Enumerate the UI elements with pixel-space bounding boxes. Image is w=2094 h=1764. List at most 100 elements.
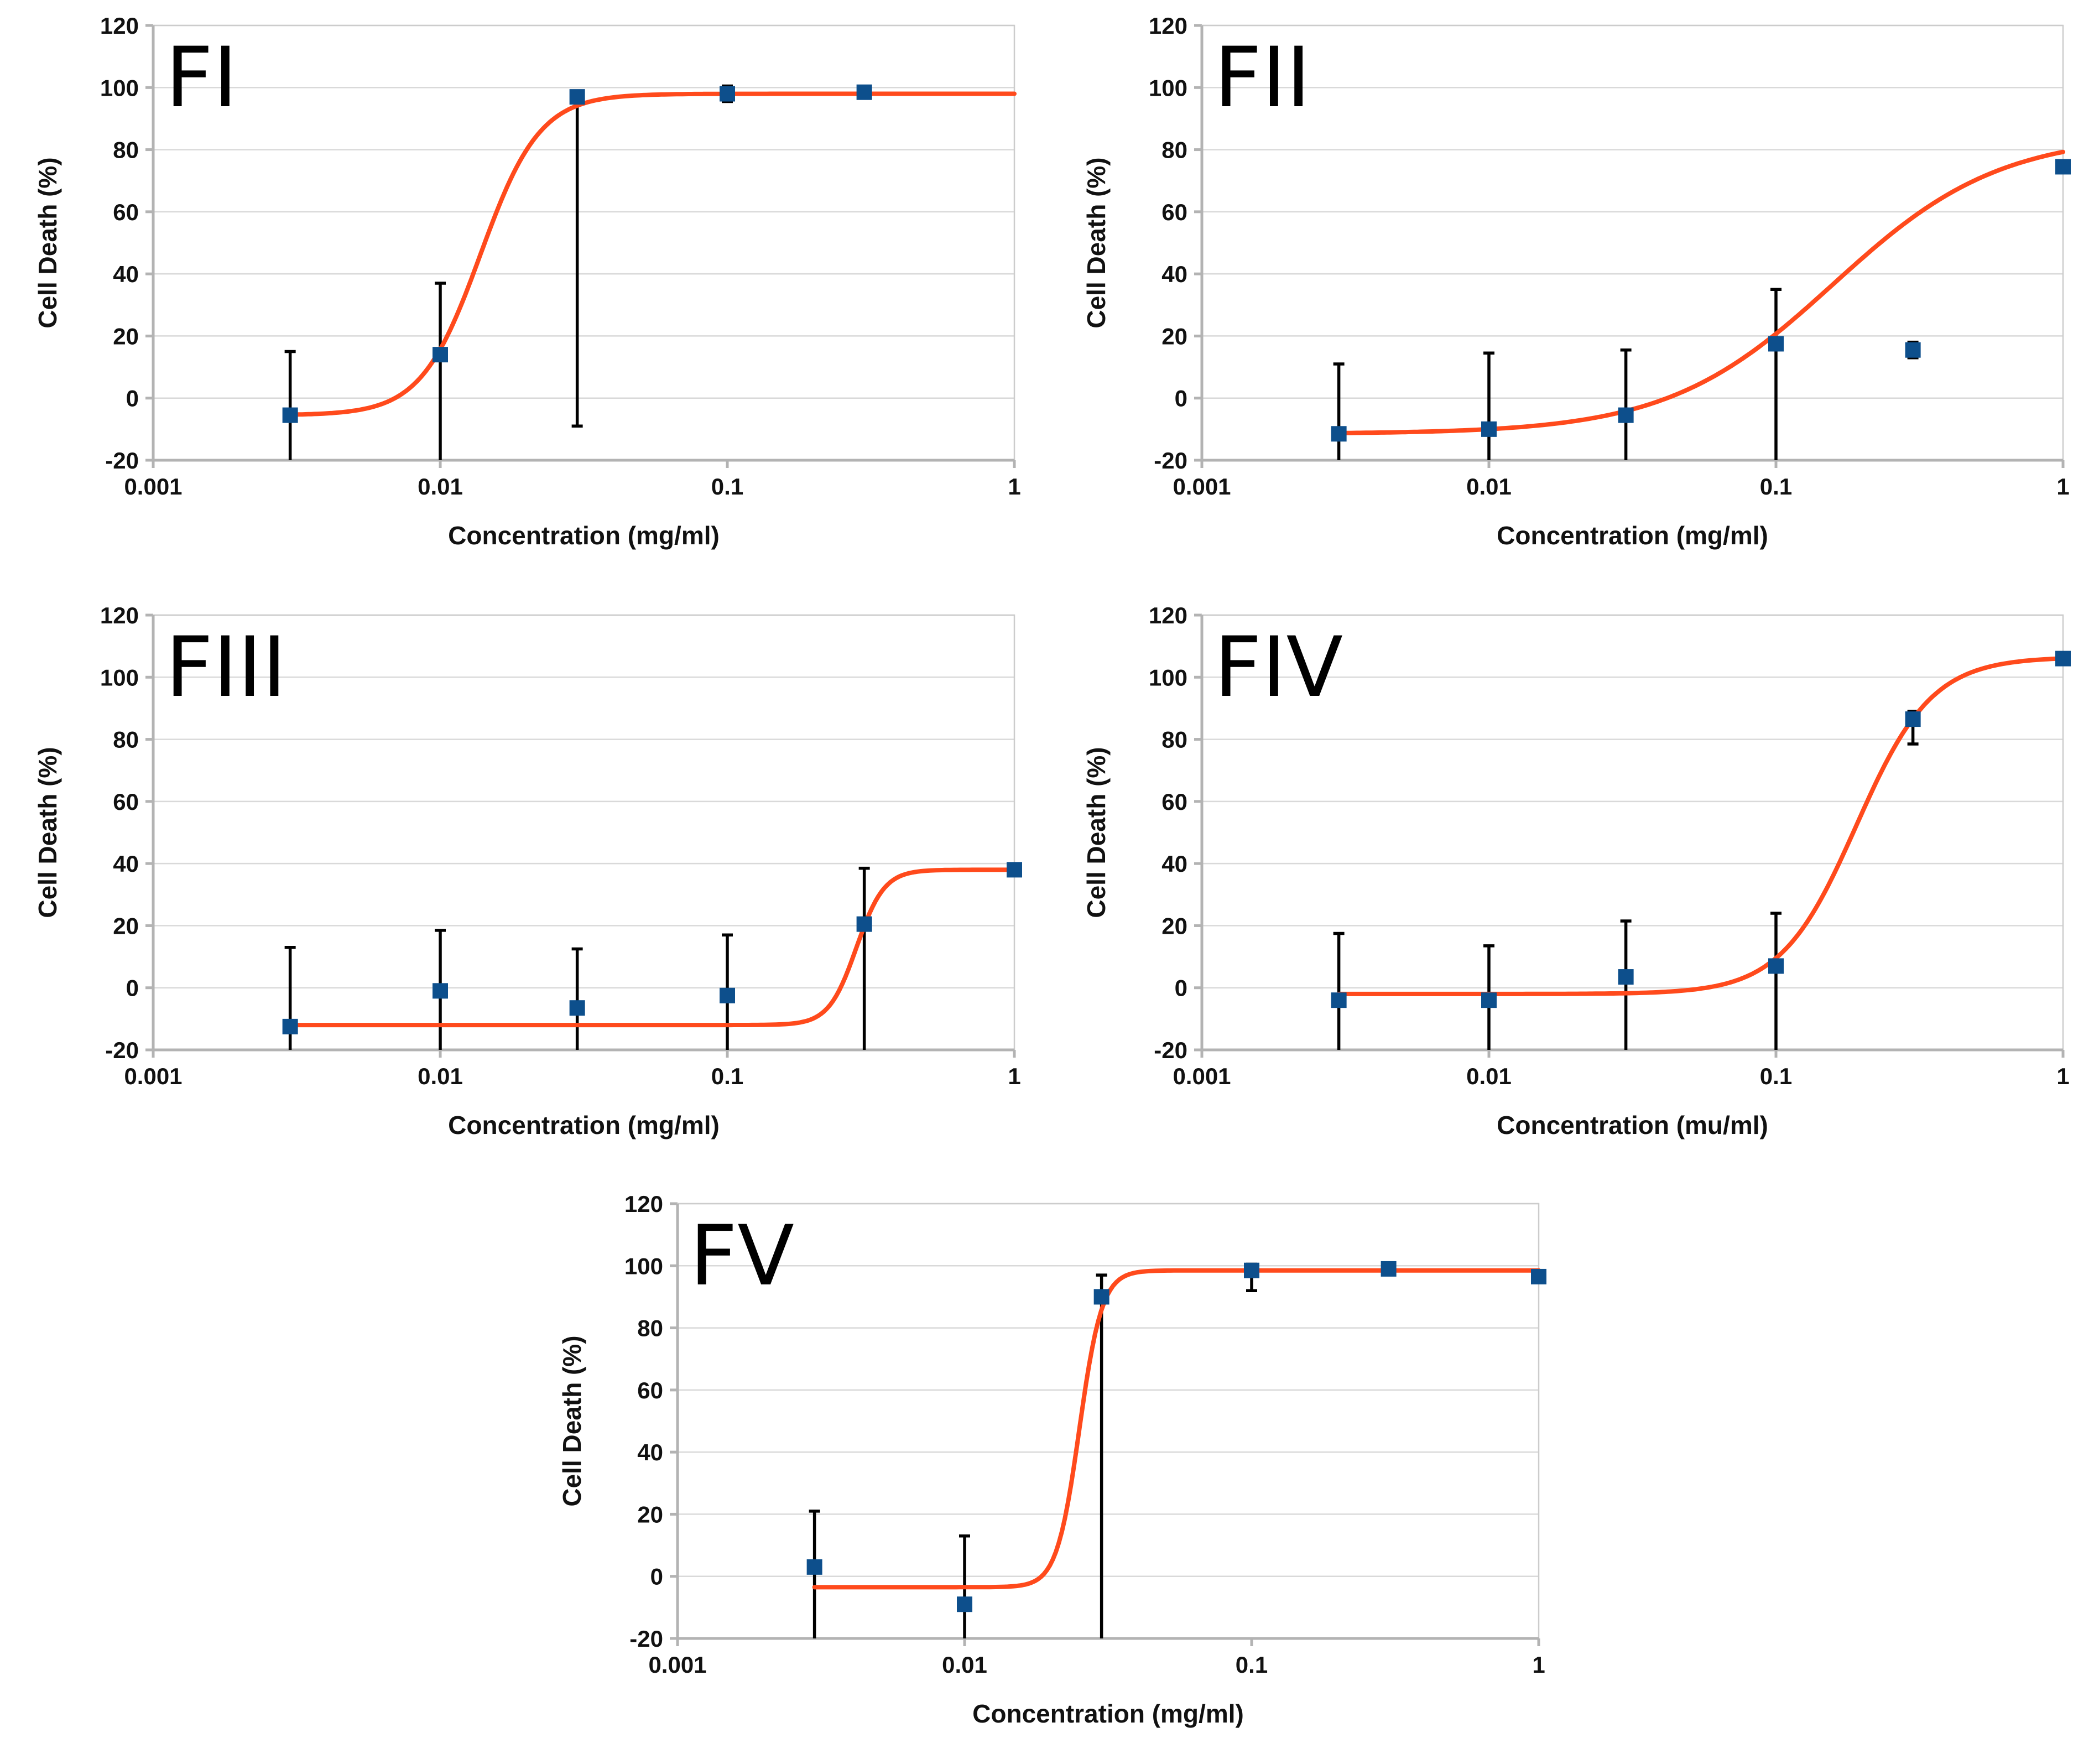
y-tick-label: 40 xyxy=(113,851,139,877)
error-bar xyxy=(571,95,583,428)
data-point xyxy=(569,89,585,105)
x-tick-label: 0.01 xyxy=(1466,473,1512,499)
y-tick-label: 0 xyxy=(650,1564,663,1590)
y-tick-label: 40 xyxy=(1161,261,1187,287)
y-tick-label: 20 xyxy=(637,1501,663,1527)
error-bar xyxy=(858,866,870,1050)
y-tick-label: 40 xyxy=(637,1439,663,1465)
x-tick-label: 1 xyxy=(2056,1063,2069,1089)
data-point xyxy=(1481,421,1497,437)
data-point xyxy=(806,1559,822,1575)
y-tick-label: 40 xyxy=(113,261,139,287)
data-point xyxy=(282,1018,298,1034)
data-point xyxy=(1244,1262,1259,1278)
data-point xyxy=(1531,1268,1546,1284)
y-tick-label: 60 xyxy=(1161,789,1187,815)
y-tick-label: 100 xyxy=(100,75,139,101)
data-point xyxy=(1331,426,1347,442)
panel-fv: -20 0 20 40 60 80 100 120 0.001 0.01 0.1 1 Concentra… xyxy=(558,1191,1546,1728)
y-tick-label: 120 xyxy=(624,1191,663,1217)
panel-label: FIII xyxy=(165,620,287,716)
y-tick-label: 0 xyxy=(1175,975,1187,1001)
data-point xyxy=(957,1596,972,1612)
y-tick-label: -20 xyxy=(629,1626,663,1652)
error-bar xyxy=(284,350,296,460)
x-tick-label: 0.1 xyxy=(711,1063,743,1089)
y-tick-label: 120 xyxy=(1149,602,1187,628)
x-tick-label: 0.001 xyxy=(124,473,182,499)
x-tick-label: 0.001 xyxy=(648,1652,706,1678)
y-tick-label: 40 xyxy=(1161,851,1187,877)
data-point xyxy=(1331,992,1347,1008)
panel-fi: -20 0 20 40 60 80 100 120 0.001 0.01 0.1 1 Concentra… xyxy=(33,13,1021,550)
error-bar xyxy=(1620,919,1632,1050)
y-tick-label: 100 xyxy=(624,1253,663,1279)
error-bar xyxy=(1770,912,1782,1050)
panel-label: FII xyxy=(1214,30,1311,126)
y-tick-label: 120 xyxy=(100,13,139,39)
x-tick-label: 0.001 xyxy=(1173,473,1231,499)
x-tick-label: 1 xyxy=(1532,1652,1545,1678)
y-tick-label: 20 xyxy=(113,323,139,349)
x-tick-label: 0.1 xyxy=(1760,473,1792,499)
x-tick-label: 0.001 xyxy=(1173,1063,1231,1089)
panel-fiv: -20 0 20 40 60 80 100 120 0.001 0.01 0.1 1 Concentra… xyxy=(1082,602,2071,1139)
y-tick-label: 0 xyxy=(126,975,139,1001)
y-tick-label: 100 xyxy=(100,664,139,690)
x-tick-label: 0.1 xyxy=(711,473,743,499)
y-tick-label: 60 xyxy=(113,789,139,815)
error-bar xyxy=(1770,288,1782,460)
y-axis-title: Cell Death (%) xyxy=(1082,747,1111,918)
error-bar xyxy=(809,1510,820,1638)
y-tick-label: 0 xyxy=(126,386,139,412)
data-point xyxy=(856,84,872,100)
data-point xyxy=(569,1000,585,1016)
y-tick-label: -20 xyxy=(105,1037,139,1063)
y-tick-label: 80 xyxy=(113,727,139,753)
x-tick-label: 1 xyxy=(1008,1063,1020,1089)
panel-label: FI xyxy=(165,30,238,126)
x-tick-label: 0.01 xyxy=(418,473,463,499)
data-point xyxy=(282,407,298,423)
panel-fii: -20 0 20 40 60 80 100 120 0.001 0.01 0.1 1 Concentra… xyxy=(1082,13,2071,550)
x-axis-title: Concentration (mg/ml) xyxy=(1497,521,1768,550)
y-tick-label: 80 xyxy=(637,1315,663,1341)
x-tick-label: 0.01 xyxy=(942,1652,987,1678)
x-axis-title: Concentration (mg/ml) xyxy=(448,1111,720,1139)
plot-frame xyxy=(1201,24,2064,461)
data-point xyxy=(856,916,872,932)
y-tick-label: -20 xyxy=(1154,447,1187,473)
x-tick-label: 1 xyxy=(1008,473,1020,499)
error-bar xyxy=(571,947,583,1050)
x-tick-label: 1 xyxy=(2056,473,2069,499)
fit-curve xyxy=(812,1268,1541,1590)
data-point xyxy=(1618,969,1634,985)
y-axis-title: Cell Death (%) xyxy=(558,1335,586,1506)
x-tick-label: 0.1 xyxy=(1236,1652,1268,1678)
panel-label: FIV xyxy=(1214,620,1343,716)
data-point xyxy=(1768,958,1784,974)
y-tick-label: 20 xyxy=(1161,323,1187,349)
data-point xyxy=(1381,1261,1397,1277)
y-tick-label: 60 xyxy=(113,199,139,225)
error-bar xyxy=(1483,351,1494,460)
fit-curve xyxy=(288,91,1017,417)
y-tick-label: 120 xyxy=(1149,13,1187,39)
x-tick-label: 0.01 xyxy=(1466,1063,1512,1089)
data-point xyxy=(1093,1289,1109,1305)
x-tick-label: 0.1 xyxy=(1760,1063,1792,1089)
panel-label: FV xyxy=(690,1208,794,1304)
y-axis-title: Cell Death (%) xyxy=(1082,157,1111,328)
fit-curve xyxy=(1336,656,2065,996)
y-tick-label: -20 xyxy=(105,447,139,473)
y-axis-title: Cell Death (%) xyxy=(33,747,62,918)
data-point xyxy=(720,86,735,102)
data-point xyxy=(2055,159,2071,175)
y-tick-label: 100 xyxy=(1149,75,1187,101)
data-point xyxy=(2055,651,2071,667)
fit-curve xyxy=(288,867,1017,1028)
y-tick-label: 60 xyxy=(1161,199,1187,225)
data-point xyxy=(1618,407,1634,423)
y-tick-label: 100 xyxy=(1149,664,1187,690)
error-bar xyxy=(1096,1273,1107,1638)
